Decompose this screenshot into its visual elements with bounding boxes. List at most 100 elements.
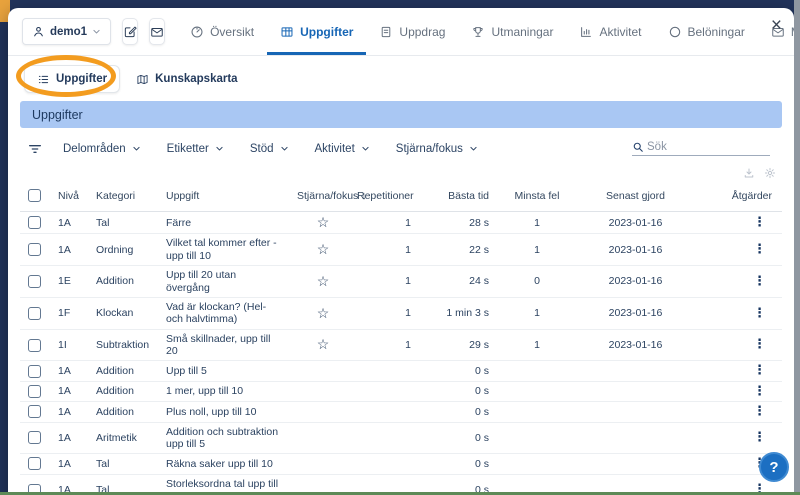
table-row: 1AAritmetikAddition och subtraktion upp … [20, 422, 782, 454]
cell-senast-gjord [573, 402, 698, 422]
star-icon[interactable]: ☆ [317, 273, 330, 289]
tab-label: Uppgifter [300, 25, 353, 39]
table-settings-button[interactable] [764, 167, 776, 179]
close-icon[interactable]: × [771, 16, 782, 35]
subtab-uppgifter[interactable]: Uppgifter [24, 65, 120, 93]
row-select-cell [20, 329, 50, 361]
cell-minsta-fel: 1 [501, 329, 573, 361]
cell-niva: 1A [50, 454, 88, 474]
mail-button[interactable] [149, 18, 165, 45]
cell-atgarder: ⋮ [698, 329, 782, 361]
cell-basta-tid: 28 s [423, 212, 501, 234]
row-checkbox[interactable] [28, 365, 41, 378]
kebab-menu-icon[interactable]: ⋮ [753, 242, 766, 257]
help-button[interactable]: ? [759, 452, 789, 482]
cell-niva: 1A [50, 402, 88, 422]
cell-stjarna [293, 402, 353, 422]
cell-atgarder: ⋮ [698, 266, 782, 298]
search-input[interactable] [647, 141, 770, 153]
column-header-3[interactable]: Uppgift [158, 180, 293, 212]
row-checkbox[interactable] [28, 216, 41, 229]
cell-uppgift: Upp till 5 [158, 361, 293, 381]
filter-button[interactable] [20, 141, 50, 157]
cell-stjarna: ☆ [293, 329, 353, 361]
tab-label: Utmaningar [491, 25, 553, 39]
kebab-menu-icon[interactable]: ⋮ [753, 363, 766, 378]
column-header-2[interactable]: Kategori [88, 180, 158, 212]
cell-kategori: Addition [88, 361, 158, 381]
cell-repetitioner: 1 [353, 234, 423, 266]
kebab-menu-icon[interactable]: ⋮ [753, 337, 766, 352]
gear-icon [764, 167, 776, 179]
column-header-6[interactable]: Bästa tid [423, 180, 501, 212]
tab-uppdrag[interactable]: Uppdrag [366, 8, 458, 55]
column-header-4[interactable]: Stjärna/fokus↓ [293, 180, 353, 212]
tab-beloningar[interactable]: Belöningar [655, 8, 758, 55]
cell-uppgift: Färre [158, 212, 293, 234]
tab-aktivitet[interactable]: Aktivitet [566, 8, 654, 55]
star-icon[interactable]: ☆ [317, 214, 330, 230]
tab-oversikt[interactable]: Översikt [177, 8, 267, 55]
kebab-menu-icon[interactable]: ⋮ [753, 404, 766, 419]
screen: × demo1 Översikt Uppgifter Uppdrag Utmaning… [0, 0, 800, 495]
column-header-7[interactable]: Minsta fel [501, 180, 573, 212]
cell-uppgift: Upp till 20 utan övergång [158, 266, 293, 298]
chevron-down-icon [361, 144, 370, 153]
row-checkbox[interactable] [28, 405, 41, 418]
select-all-checkbox[interactable] [28, 189, 41, 202]
download-button[interactable] [743, 167, 755, 179]
row-select-cell [20, 297, 50, 329]
star-icon[interactable]: ☆ [317, 336, 330, 352]
kebab-menu-icon[interactable]: ⋮ [753, 215, 766, 230]
filter-dropdown-aktivitet[interactable]: Aktivitet [302, 143, 383, 155]
cell-basta-tid: 0 s [423, 381, 501, 401]
row-select-cell [20, 361, 50, 381]
dropdown-label: Aktivitet [315, 143, 355, 155]
cell-senast-gjord [573, 454, 698, 474]
filter-dropdown-stj-rna-fokus[interactable]: Stjärna/fokus [383, 143, 491, 155]
kebab-menu-icon[interactable]: ⋮ [753, 306, 766, 321]
cell-atgarder: ⋮ [698, 381, 782, 401]
filter-dropdown-st-d[interactable]: Stöd [237, 143, 302, 155]
row-checkbox[interactable] [28, 339, 41, 352]
kebab-menu-icon[interactable]: ⋮ [753, 430, 766, 445]
row-checkbox[interactable] [28, 243, 41, 256]
row-checkbox[interactable] [28, 275, 41, 288]
tab-label: Uppdrag [399, 25, 445, 39]
cell-uppgift: 1 mer, upp till 10 [158, 381, 293, 401]
cell-senast-gjord [573, 361, 698, 381]
column-header-label: Minsta fel [515, 190, 560, 202]
tab-utmaningar[interactable]: Utmaningar [458, 8, 566, 55]
column-header-label: Senast gjord [606, 190, 665, 202]
kebab-menu-icon[interactable]: ⋮ [753, 274, 766, 289]
column-header-1[interactable]: Nivå [50, 180, 88, 212]
cell-niva: 1A [50, 212, 88, 234]
filter-dropdown-delomr-den[interactable]: Delområden [50, 143, 154, 155]
star-icon[interactable]: ☆ [317, 305, 330, 321]
column-header-9[interactable]: Åtgärder [698, 180, 782, 212]
edit-button[interactable] [122, 18, 138, 45]
filter-dropdown-etiketter[interactable]: Etiketter [154, 143, 237, 155]
row-checkbox[interactable] [28, 457, 41, 470]
cell-senast-gjord: 2023-01-16 [573, 234, 698, 266]
user-dropdown-button[interactable]: demo1 [22, 18, 111, 45]
subtab-kunskapskarta[interactable]: Kunskapskarta [136, 73, 237, 86]
column-header-label: Kategori [96, 190, 135, 202]
chevron-down-icon [280, 144, 289, 153]
row-checkbox[interactable] [28, 385, 41, 398]
envelope-icon [150, 25, 164, 39]
cell-stjarna: ☆ [293, 234, 353, 266]
column-header-8[interactable]: Senast gjord [573, 180, 698, 212]
column-header-5[interactable]: Repetitioner [353, 180, 423, 212]
tab-uppgifter[interactable]: Uppgifter [267, 8, 366, 55]
row-checkbox[interactable] [28, 431, 41, 444]
subtab-label: Kunskapskarta [155, 73, 237, 85]
kebab-menu-icon[interactable]: ⋮ [753, 384, 766, 399]
tab-label: Belöningar [688, 25, 745, 39]
star-icon[interactable]: ☆ [317, 241, 330, 257]
cell-stjarna [293, 361, 353, 381]
row-checkbox[interactable] [28, 307, 41, 320]
cell-kategori: Subtraktion [88, 329, 158, 361]
list-icon [37, 73, 50, 86]
cell-basta-tid: 0 s [423, 454, 501, 474]
